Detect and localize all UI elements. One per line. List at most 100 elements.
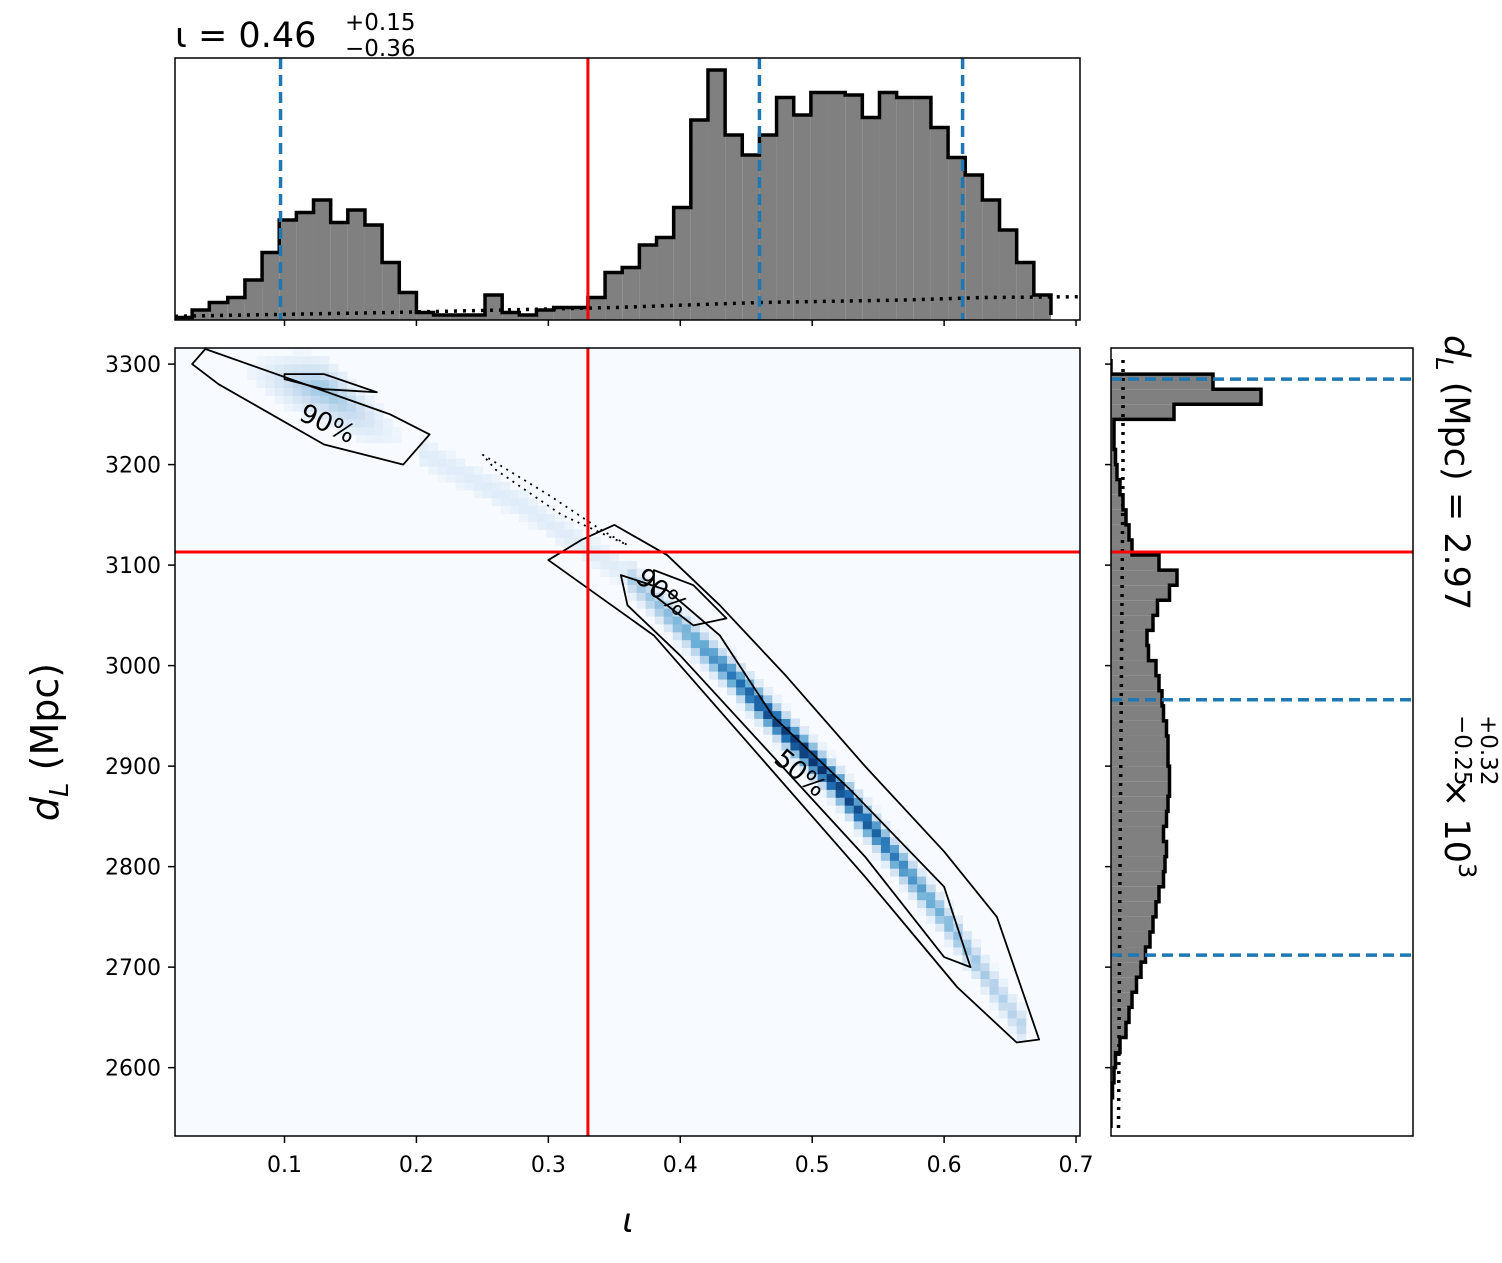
density-cell [555, 537, 565, 546]
density-cell [862, 805, 873, 814]
density-cell [736, 686, 746, 696]
density-cell [319, 355, 330, 365]
density-cell [763, 702, 773, 712]
top-marginal-frame [174, 57, 1081, 321]
density-cell [663, 615, 674, 625]
density-cell [627, 560, 638, 570]
top-hist-bar [845, 95, 863, 320]
right-hist-bar [1111, 992, 1132, 1008]
density-cell [365, 418, 375, 428]
density-cell [310, 411, 321, 420]
density-cell [844, 812, 855, 822]
density-cell [627, 576, 638, 585]
density-cell [546, 529, 556, 538]
density-cell [356, 395, 366, 404]
density-cell [609, 560, 620, 570]
density-cell [310, 363, 321, 373]
density-cell [745, 694, 755, 704]
density-cell [718, 639, 728, 649]
density-cell [328, 387, 339, 396]
density-cell [645, 584, 656, 593]
density-cell [392, 426, 402, 436]
density-cell [817, 742, 828, 751]
density-cell [328, 403, 339, 412]
density-cell [745, 678, 755, 688]
density-cell [781, 702, 791, 712]
density-cell [419, 458, 429, 467]
density-cell [591, 552, 601, 562]
density-cell [690, 623, 701, 633]
density-cell [754, 686, 764, 696]
top-marginal-title-minus: −0.36 [345, 36, 415, 62]
density-cell [844, 781, 855, 790]
density-cell [844, 805, 855, 814]
density-cell [446, 474, 457, 483]
density-cell [428, 442, 439, 452]
contour-50-small [652, 569, 728, 627]
density-cell [419, 434, 429, 444]
density-cell [256, 371, 267, 381]
density-cell [799, 757, 810, 767]
density-cell [989, 986, 1000, 995]
density-cell [844, 773, 855, 782]
density-cell [708, 639, 719, 649]
density-cell [319, 371, 330, 381]
density-cell [283, 363, 294, 373]
density-cell [826, 765, 837, 775]
density-cell [555, 529, 565, 538]
density-cell [862, 836, 873, 846]
density-cell [853, 828, 864, 838]
top-hist-bar [192, 310, 210, 320]
density-cell [356, 411, 366, 420]
density-cell [455, 474, 466, 483]
density-cell [871, 828, 882, 838]
density-cell [998, 986, 1009, 995]
density-cell [908, 883, 918, 893]
top-hist-bar [862, 117, 880, 320]
right-hist-bar [1111, 735, 1168, 752]
y-tick-label: 3200 [105, 454, 161, 479]
right-hist-bar [1111, 826, 1164, 842]
density-cell [564, 529, 574, 538]
density-cell [880, 820, 891, 830]
density-cell [473, 481, 484, 491]
density-cell [826, 749, 837, 759]
right-hist-bar [1111, 524, 1129, 540]
top-hist-bar [896, 97, 914, 320]
density-cell [908, 875, 918, 885]
density-cell [337, 379, 348, 388]
x-tick-label: 0.7 [1059, 1153, 1094, 1178]
top-hist-bar [690, 120, 708, 320]
density-cell [265, 387, 276, 396]
density-cell [763, 694, 773, 704]
density-cell [989, 970, 1000, 979]
density-cell [853, 797, 864, 806]
right-hist-bar [1111, 404, 1174, 420]
contour-50-upper [283, 373, 378, 394]
density-cell [265, 371, 276, 381]
density-cell [600, 545, 610, 554]
right-hist-bar [1111, 600, 1158, 616]
density-cell [383, 426, 393, 436]
density-cell [527, 513, 538, 522]
density-cell [627, 568, 638, 578]
density-cell [328, 371, 339, 381]
density-cell [265, 379, 276, 388]
x-tick-label: 0.1 [267, 1153, 302, 1178]
density-cell [346, 395, 357, 404]
top-hist-bar [999, 230, 1017, 320]
density-cell [337, 371, 348, 381]
density-cell [871, 836, 882, 846]
density-cell [835, 781, 846, 790]
density-cell [718, 671, 728, 680]
top-hist-bar [913, 97, 931, 320]
density-cell [636, 576, 647, 585]
density-cell [274, 379, 285, 388]
density-cell [862, 797, 873, 806]
density-cell [763, 686, 773, 696]
joint-density [247, 348, 1027, 1043]
density-cell [962, 946, 972, 956]
density-cell [690, 655, 701, 664]
joint-background [175, 348, 1080, 1136]
density-cell [527, 521, 538, 530]
